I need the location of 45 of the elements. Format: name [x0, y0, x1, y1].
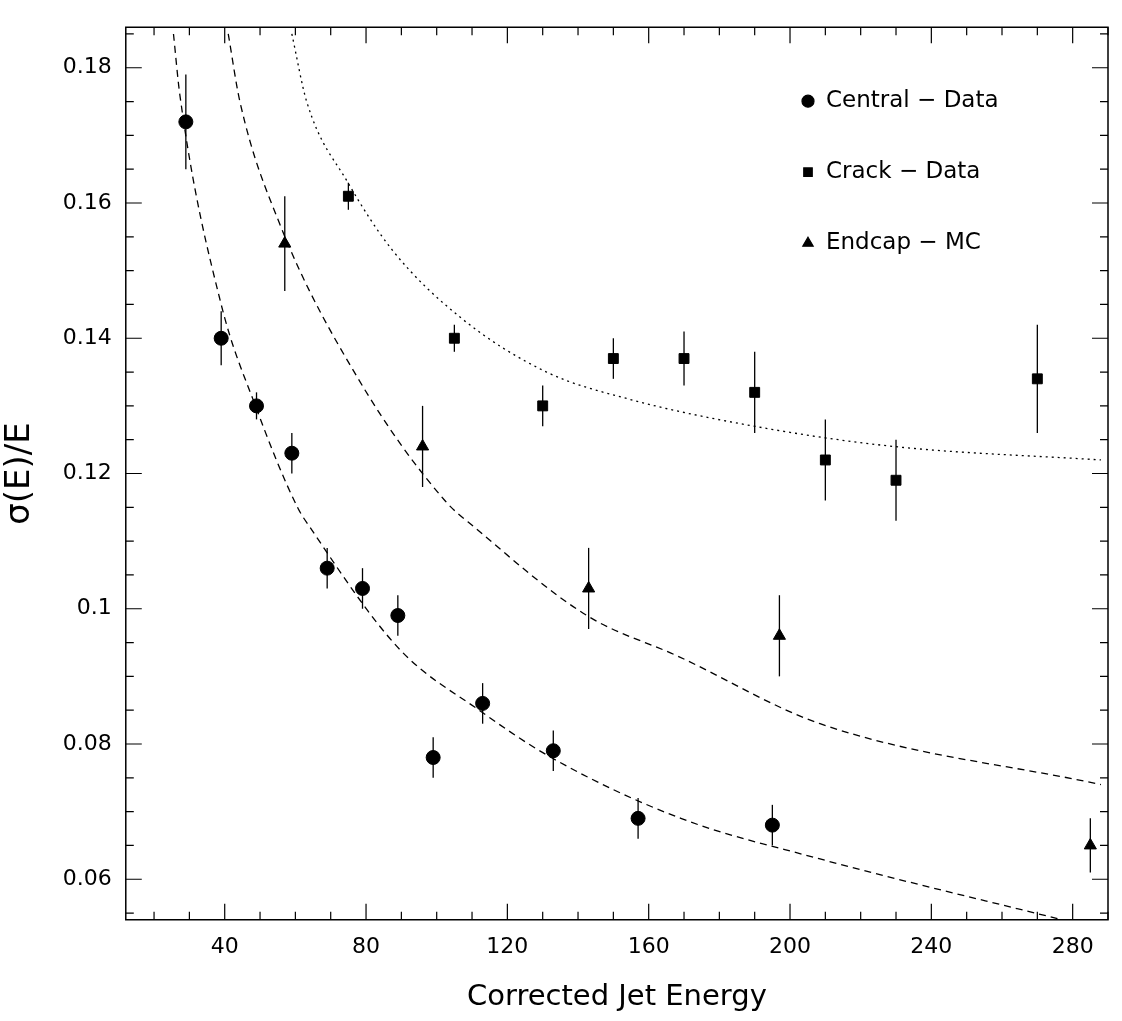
y-tick-label: 0.1 — [76, 594, 112, 620]
point — [772, 628, 786, 640]
point — [249, 398, 265, 414]
point — [416, 438, 430, 451]
x-tick-label: 40 — [210, 932, 239, 958]
legend-label: Central − Data — [826, 86, 999, 113]
point — [545, 743, 561, 759]
point — [425, 750, 441, 766]
legend-label: Endcap − MC — [826, 228, 981, 255]
y-tick-label: 0.14 — [62, 323, 112, 349]
point — [749, 386, 761, 398]
x-tick-label: 280 — [1051, 932, 1094, 958]
x-tick-label: 120 — [486, 932, 529, 958]
point — [342, 190, 354, 202]
x-tick-label: 160 — [627, 932, 670, 958]
x-axis-title: Corrected Jet Energy — [466, 978, 767, 1013]
y-tick-label: 0.18 — [62, 53, 112, 79]
point — [764, 817, 780, 833]
y-tick-label: 0.08 — [62, 729, 112, 755]
x-tick-label: 240 — [910, 932, 953, 958]
y-tick-label: 0.16 — [62, 188, 112, 214]
y-tick-label: 0.12 — [62, 459, 112, 485]
point — [890, 474, 902, 486]
point — [582, 580, 596, 593]
y-tick-label: 0.06 — [62, 864, 112, 890]
point — [213, 330, 229, 346]
point — [178, 114, 194, 130]
x-tick-label: 200 — [769, 932, 812, 958]
y-axis-title: σ(E)/E — [0, 422, 38, 525]
point — [475, 695, 491, 711]
point — [1031, 373, 1043, 385]
point — [678, 353, 690, 364]
point — [278, 236, 292, 248]
point — [1083, 837, 1097, 850]
x-tick-label: 80 — [352, 932, 381, 958]
point — [448, 332, 460, 344]
point — [537, 400, 549, 412]
point — [819, 454, 831, 466]
point — [284, 445, 300, 461]
point — [355, 580, 371, 596]
point — [390, 608, 406, 624]
point — [319, 560, 335, 576]
line-series — [227, 33, 1102, 786]
point — [607, 353, 619, 364]
legend-label: Crack − Data — [826, 157, 981, 184]
